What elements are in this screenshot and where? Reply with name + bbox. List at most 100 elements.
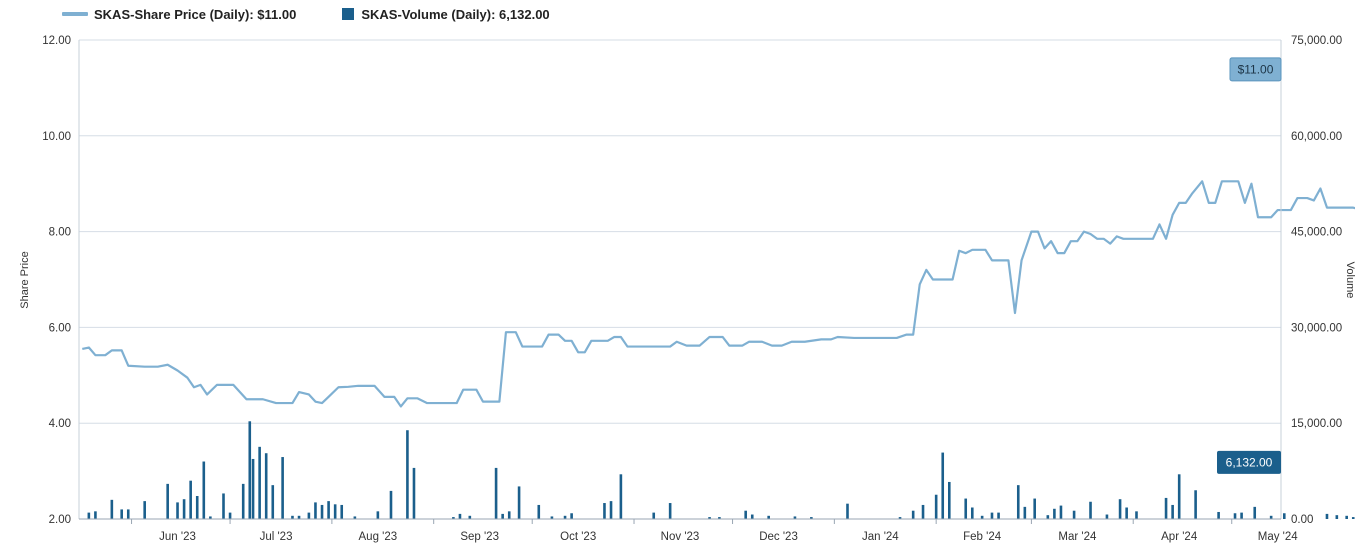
volume-bar (1135, 511, 1138, 519)
volume-bar (468, 515, 472, 519)
volume-bar (1345, 515, 1348, 519)
x-axis-ticks: Jun '23 Jul '23 Aug '23 Sep '23 Oct '23 Nov '… (131, 519, 1299, 543)
volume-bar (1171, 504, 1174, 519)
left-tick-label: 12.00 (42, 35, 71, 47)
volume-bar (376, 511, 380, 519)
volume-bar (980, 515, 984, 519)
volume-bar (412, 467, 416, 519)
volume-bar (166, 483, 169, 519)
volume-bar (327, 501, 330, 519)
volume-bar (1253, 506, 1257, 519)
volume-bar (1335, 515, 1339, 519)
x-tick-label: Jan '24 (862, 531, 899, 543)
volume-bar (494, 467, 498, 519)
volume-bar (1125, 507, 1128, 519)
chart-legend: SKAS-Share Price (Daily): $11.00 SKAS-Vo… (62, 5, 596, 23)
volume-bar (297, 515, 301, 519)
volume-bar (507, 511, 511, 519)
volume-bar (619, 474, 623, 519)
x-tick-label: Oct '23 (560, 531, 596, 543)
volume-bar (1233, 513, 1237, 519)
volume-bar (898, 517, 902, 519)
volume-bar (1023, 506, 1027, 519)
left-tick-label: 2.00 (49, 514, 71, 526)
volume-bar (222, 493, 225, 519)
volume-bar (307, 512, 311, 519)
volume-bar (1177, 474, 1181, 519)
x-tick-label: Apr '24 (1161, 531, 1198, 543)
volume-bar (1164, 497, 1168, 519)
x-tick-label: Jun '23 (159, 531, 196, 543)
volume-bar (248, 421, 252, 519)
volume-bar (603, 503, 606, 519)
volume-bar (120, 509, 123, 519)
volume-bar (241, 483, 245, 519)
volume-bar (1351, 517, 1355, 519)
volume-bar (793, 516, 797, 519)
volume-bar (333, 504, 337, 519)
volume-bar (202, 461, 206, 519)
x-tick-label: May '24 (1258, 531, 1299, 543)
volume-bar (911, 510, 915, 519)
volume-bar (501, 513, 504, 519)
right-tick-label: 15,000.00 (1291, 418, 1342, 430)
x-tick-label: Aug '23 (359, 531, 398, 543)
x-tick-label: Nov '23 (661, 531, 700, 543)
volume-bar (271, 485, 275, 519)
volume-bar (264, 453, 268, 519)
right-tick-label: 75,000.00 (1291, 35, 1342, 47)
volume-bar (353, 516, 357, 519)
price-flag-label: $11.00 (1238, 62, 1274, 76)
volume-bar (228, 512, 232, 519)
volume-bar (458, 513, 462, 519)
volume-bar (964, 498, 968, 519)
x-tick-label: Dec '23 (759, 531, 798, 543)
price-line-swatch-icon (62, 12, 88, 16)
volume-bar (934, 494, 938, 519)
volume-bar (110, 499, 114, 519)
left-tick-label: 8.00 (49, 227, 71, 239)
x-tick-label: Jul '23 (260, 531, 293, 543)
volume-bar (189, 480, 192, 519)
volume-bar (1118, 499, 1122, 519)
volume-bar (258, 446, 261, 519)
legend-price-label: SKAS-Share Price (Daily): $11.00 (94, 6, 297, 22)
legend-item-price[interactable]: SKAS-Share Price (Daily): $11.00 (62, 7, 296, 22)
volume-bar (810, 517, 813, 519)
volume-bar (570, 513, 573, 519)
axes (78, 40, 1282, 520)
volume-bar (997, 512, 1000, 519)
volume-bar (1269, 515, 1273, 519)
volume-bar (1033, 498, 1036, 519)
volume-bar (941, 452, 945, 519)
volume-bar (1282, 513, 1286, 519)
legend-item-volume[interactable]: SKAS-Volume (Daily): 6,132.00 (342, 7, 550, 22)
volume-bar (251, 458, 255, 519)
volume-bar (652, 512, 656, 519)
volume-bar (209, 516, 212, 519)
volume-bar (389, 490, 393, 519)
volume-bar (1105, 514, 1109, 519)
volume-bar (563, 515, 567, 519)
right-axis-ticks: 75,000.00 60,000.00 45,000.00 30,000.00 15,0… (1291, 35, 1342, 526)
volume-bar (452, 517, 455, 519)
x-tick-label: Mar '24 (1058, 531, 1097, 543)
right-axis-title: Volume (1344, 262, 1355, 299)
volume-bar (340, 504, 344, 519)
volume-bar (143, 501, 146, 519)
left-axis-title: Share Price (19, 251, 31, 308)
left-tick-label: 4.00 (49, 418, 71, 430)
volume-bar (970, 507, 974, 519)
volume-bar (320, 504, 324, 519)
right-tick-label: 30,000.00 (1291, 322, 1342, 334)
x-tick-label: Sep '23 (460, 531, 499, 543)
price-flag (1229, 57, 1282, 82)
volume-bar (609, 501, 613, 519)
volume-bar (921, 504, 925, 519)
volume-bar (94, 511, 97, 519)
volume-bar (1059, 505, 1063, 519)
volume-bar (1194, 490, 1197, 519)
volume-bar (948, 481, 951, 519)
volume-bar (537, 504, 541, 519)
